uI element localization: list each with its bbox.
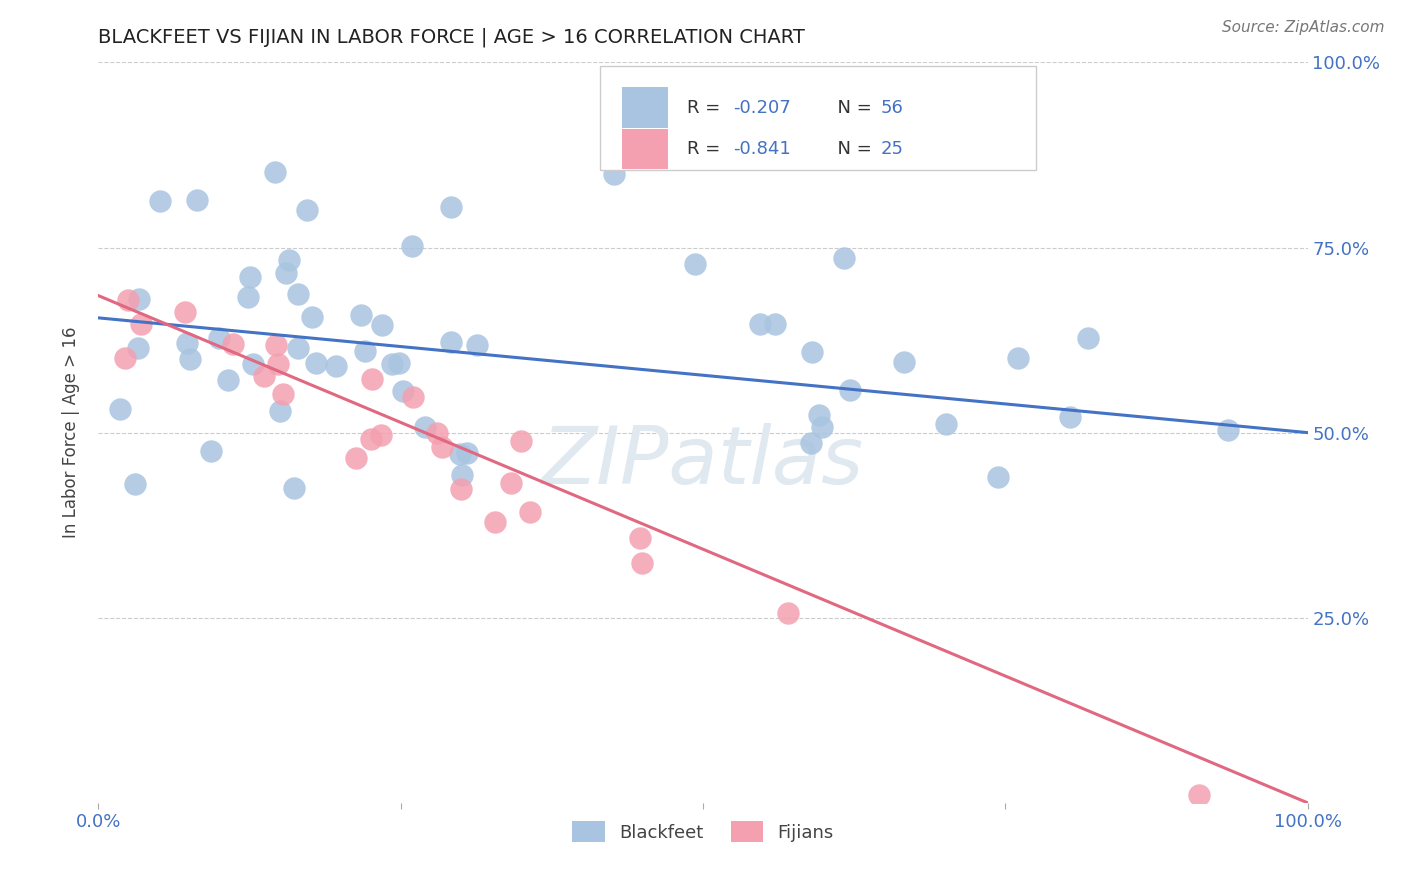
Point: [838, 383, 860, 397]
Text: Source: ZipAtlas.com: Source: ZipAtlas.com: [1222, 20, 1385, 35]
Point: [456, 446, 478, 460]
Point: [1188, 789, 1211, 803]
Text: 25: 25: [880, 140, 904, 158]
Point: [370, 427, 392, 442]
Point: [174, 305, 197, 319]
Point: [124, 476, 146, 491]
Text: R =: R =: [688, 99, 727, 117]
Point: [748, 317, 770, 331]
Point: [450, 482, 472, 496]
Point: [301, 310, 323, 324]
Point: [510, 434, 533, 449]
Point: [253, 369, 276, 384]
Point: [484, 515, 506, 529]
Point: [683, 257, 706, 271]
Text: -0.207: -0.207: [734, 99, 792, 117]
Point: [1218, 423, 1240, 437]
Point: [264, 338, 287, 352]
Point: [360, 433, 382, 447]
Point: [128, 292, 150, 306]
FancyBboxPatch shape: [621, 128, 668, 169]
Point: [287, 287, 309, 301]
Point: [108, 402, 131, 417]
Point: [114, 351, 136, 365]
Y-axis label: In Labor Force | Age > 16: In Labor Force | Age > 16: [62, 326, 80, 539]
Point: [287, 341, 309, 355]
Point: [392, 384, 415, 399]
Point: [267, 357, 290, 371]
Point: [350, 308, 373, 322]
Point: [1077, 331, 1099, 345]
Point: [413, 420, 436, 434]
Point: [519, 505, 541, 519]
Text: N =: N =: [827, 99, 877, 117]
Point: [465, 338, 488, 352]
Point: [217, 374, 239, 388]
Text: 56: 56: [880, 99, 904, 117]
Point: [200, 443, 222, 458]
Point: [127, 341, 149, 355]
Point: [776, 607, 799, 621]
FancyBboxPatch shape: [600, 66, 1035, 169]
Point: [440, 335, 463, 350]
Point: [807, 409, 830, 423]
Point: [987, 470, 1010, 484]
Point: [186, 193, 208, 207]
Point: [278, 252, 301, 267]
Point: [763, 318, 786, 332]
Text: N =: N =: [827, 140, 877, 158]
Point: [370, 318, 392, 332]
Text: -0.841: -0.841: [734, 140, 792, 158]
Text: ZIPatlas: ZIPatlas: [541, 423, 865, 501]
Point: [129, 318, 152, 332]
Point: [381, 357, 404, 371]
FancyBboxPatch shape: [621, 87, 668, 128]
Point: [630, 556, 652, 570]
Point: [935, 417, 957, 431]
Point: [811, 419, 834, 434]
Point: [207, 331, 229, 345]
Point: [834, 252, 856, 266]
Point: [269, 404, 291, 418]
Point: [263, 165, 285, 179]
Point: [325, 359, 347, 373]
Point: [893, 355, 915, 369]
Point: [451, 468, 474, 483]
Point: [402, 391, 425, 405]
Point: [242, 357, 264, 371]
Text: BLACKFEET VS FIJIAN IN LABOR FORCE | AGE > 16 CORRELATION CHART: BLACKFEET VS FIJIAN IN LABOR FORCE | AGE…: [98, 28, 806, 47]
Point: [305, 355, 328, 369]
Point: [176, 335, 198, 350]
Point: [388, 356, 411, 370]
Point: [222, 336, 245, 351]
Text: R =: R =: [688, 140, 727, 158]
Point: [274, 266, 297, 280]
Point: [800, 435, 823, 450]
Point: [1059, 409, 1081, 424]
Point: [1007, 351, 1029, 366]
Point: [449, 447, 471, 461]
Point: [360, 372, 382, 386]
Point: [426, 425, 449, 440]
Point: [501, 475, 523, 490]
Point: [283, 481, 305, 495]
Point: [236, 290, 259, 304]
Legend: Blackfeet, Fijians: Blackfeet, Fijians: [565, 814, 841, 849]
Point: [149, 194, 172, 209]
Point: [801, 345, 824, 359]
Point: [239, 269, 262, 284]
Point: [440, 200, 463, 214]
Point: [401, 239, 423, 253]
Point: [346, 450, 368, 465]
Point: [117, 293, 139, 308]
Point: [430, 440, 453, 454]
Point: [271, 387, 294, 401]
Point: [179, 352, 201, 367]
Point: [628, 532, 651, 546]
Point: [603, 167, 626, 181]
Point: [295, 202, 318, 217]
Point: [354, 344, 377, 359]
